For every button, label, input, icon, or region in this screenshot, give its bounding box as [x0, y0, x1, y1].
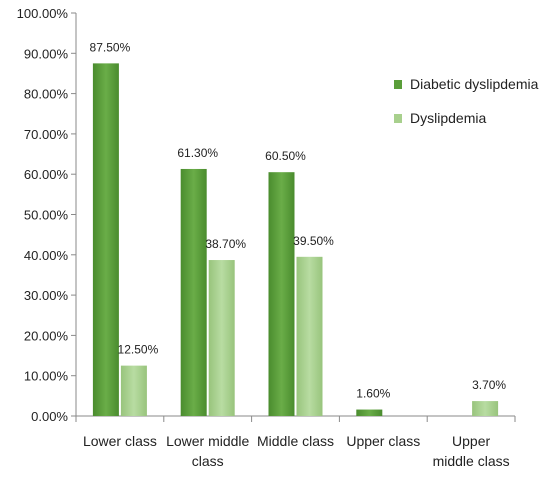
- data-label: 60.50%: [265, 149, 306, 163]
- data-label: 61.30%: [177, 146, 218, 160]
- data-label: 38.70%: [205, 237, 246, 251]
- data-labels: 87.50% 61.30% 60.50% 1.60% 12.50% 38.70% 39.50…: [90, 40, 507, 400]
- y-axis: 0.00% 10.00% 20.00% 30.00% 40.00% 50.00% 60.00…: [17, 6, 77, 424]
- legend-label: Dyslipdemia: [410, 110, 486, 126]
- y-tick-label: 50.00%: [24, 208, 69, 223]
- y-tick-label: 30.00%: [24, 288, 69, 303]
- data-label: 3.70%: [472, 378, 506, 392]
- data-label: 39.50%: [293, 234, 334, 248]
- legend-swatch: [394, 114, 402, 123]
- x-category-label: Upper class: [346, 433, 420, 449]
- bar-dyslipdemia: [472, 401, 499, 416]
- data-label: 1.60%: [356, 387, 390, 401]
- legend: Diabetic dyslipdemia Dyslipdemia: [394, 76, 539, 126]
- y-tick-label: 100.00%: [17, 6, 69, 21]
- bar-diabetic-dyslipdemia: [268, 172, 295, 416]
- y-tick-label: 90.00%: [24, 46, 69, 61]
- x-category-label: Middle class: [257, 433, 334, 449]
- y-tick-label: 0.00%: [31, 409, 68, 424]
- bar-diabetic-dyslipdemia: [92, 63, 119, 416]
- data-label: 12.50%: [118, 343, 159, 357]
- x-axis: Lower class Lower middle class Middle class…: [75, 415, 516, 469]
- bar-dyslipdemia: [296, 256, 323, 416]
- y-tick-label: 60.00%: [24, 167, 69, 182]
- legend-swatch: [394, 80, 402, 89]
- bar-dyslipdemia: [208, 260, 235, 416]
- legend-label: Diabetic dyslipdemia: [410, 76, 539, 92]
- x-category-label: Lower class: [83, 433, 157, 449]
- x-category-label: Upper middle class: [433, 433, 510, 469]
- x-category-label: Lower middle class: [166, 433, 249, 469]
- data-label: 87.50%: [90, 40, 131, 54]
- y-tick-label: 70.00%: [24, 127, 69, 142]
- y-tick-label: 10.00%: [24, 369, 69, 384]
- y-tick-label: 20.00%: [24, 328, 69, 343]
- bars: [92, 63, 499, 416]
- y-tick-label: 40.00%: [24, 248, 69, 263]
- bar-dyslipdemia: [120, 365, 147, 416]
- bar-diabetic-dyslipdemia: [356, 409, 383, 416]
- y-tick-label: 80.00%: [24, 87, 69, 102]
- bar-diabetic-dyslipdemia: [180, 168, 207, 416]
